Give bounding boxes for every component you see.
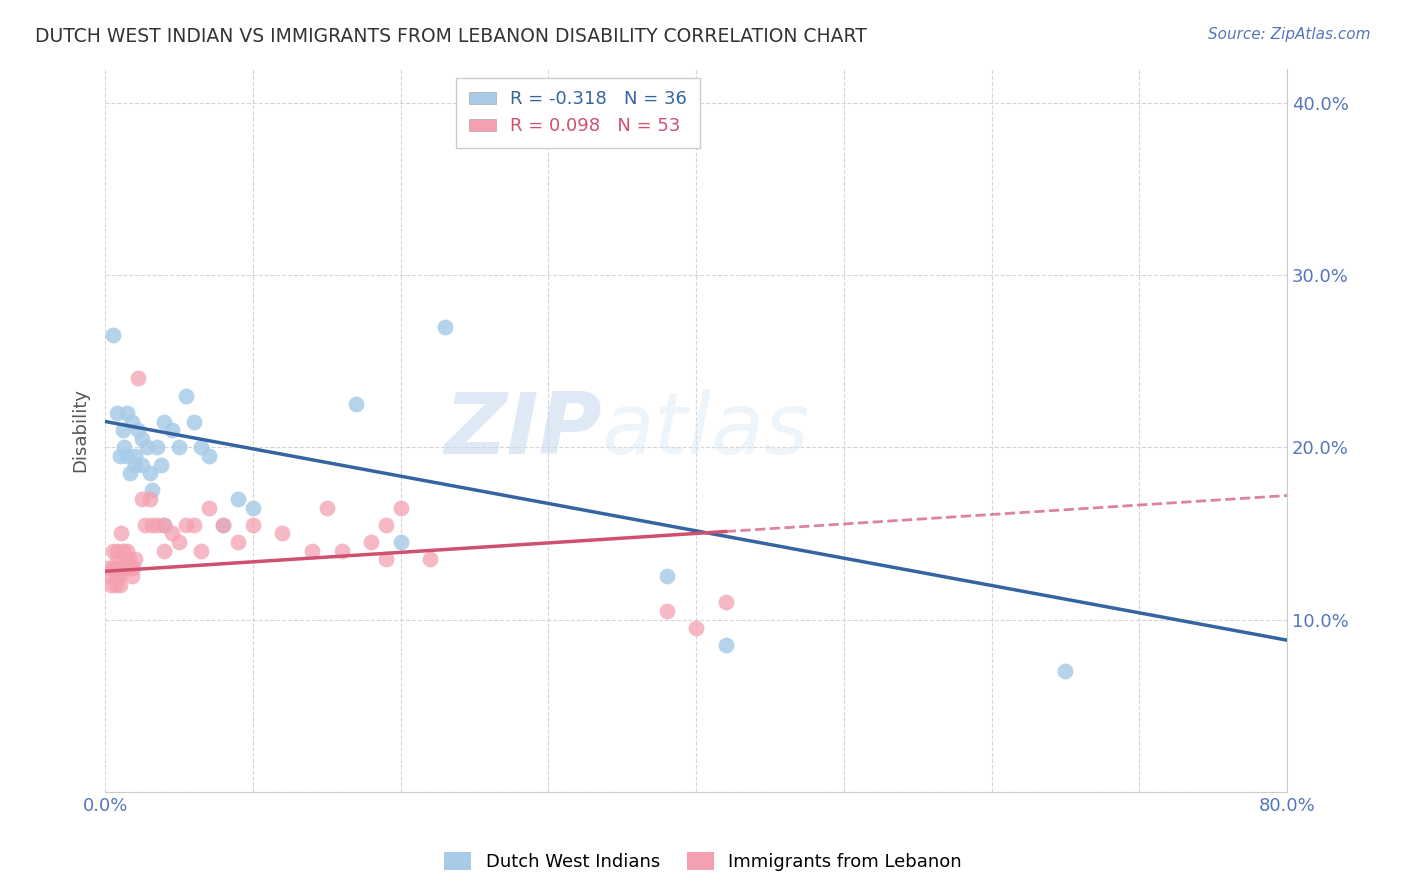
Point	[360, 535, 382, 549]
Point	[110, 526, 132, 541]
Point	[315, 500, 337, 515]
Text: DUTCH WEST INDIAN VS IMMIGRANTS FROM LEBANON DISABILITY CORRELATION CHART: DUTCH WEST INDIAN VS IMMIGRANTS FROM LEB…	[35, 27, 868, 45]
Point	[226, 491, 249, 506]
Point	[714, 595, 737, 609]
Point	[107, 569, 129, 583]
Legend: R = -0.318   N = 36, R = 0.098   N = 53: R = -0.318 N = 36, R = 0.098 N = 53	[456, 78, 700, 148]
Point	[160, 423, 183, 437]
Point	[242, 500, 264, 515]
Point	[120, 466, 142, 480]
Text: atlas: atlas	[602, 389, 810, 472]
Point	[344, 397, 367, 411]
Point	[121, 569, 143, 583]
Point	[153, 517, 176, 532]
Point	[212, 517, 235, 532]
Point	[112, 552, 135, 566]
Point	[374, 552, 396, 566]
Point	[131, 491, 153, 506]
Point	[197, 500, 219, 515]
Point	[146, 440, 169, 454]
Point	[127, 423, 149, 437]
Point	[97, 561, 120, 575]
Point	[160, 526, 183, 541]
Point	[190, 543, 212, 558]
Point	[714, 638, 737, 652]
Point	[183, 517, 205, 532]
Point	[183, 415, 205, 429]
Y-axis label: Disability: Disability	[72, 388, 89, 472]
Point	[108, 578, 131, 592]
Point	[389, 535, 412, 549]
Point	[1054, 664, 1077, 678]
Point	[197, 449, 219, 463]
Point	[212, 517, 235, 532]
Point	[127, 371, 149, 385]
Point	[389, 500, 412, 515]
Point	[655, 604, 678, 618]
Point	[115, 561, 138, 575]
Point	[419, 552, 441, 566]
Point	[146, 517, 169, 532]
Point	[105, 543, 128, 558]
Point	[117, 449, 139, 463]
Point	[685, 621, 707, 635]
Point	[105, 552, 128, 566]
Point	[122, 561, 145, 575]
Point	[101, 328, 124, 343]
Text: Source: ZipAtlas.com: Source: ZipAtlas.com	[1208, 27, 1371, 42]
Point	[103, 561, 125, 575]
Point	[153, 543, 176, 558]
Point	[101, 543, 124, 558]
Point	[120, 561, 142, 575]
Point	[176, 389, 198, 403]
Point	[124, 552, 146, 566]
Point	[434, 319, 457, 334]
Point	[330, 543, 353, 558]
Point	[242, 517, 264, 532]
Point	[176, 517, 198, 532]
Point	[131, 458, 153, 472]
Point	[101, 561, 124, 575]
Point	[138, 466, 160, 480]
Point	[124, 449, 146, 463]
Point	[121, 415, 143, 429]
Point	[190, 440, 212, 454]
Point	[138, 491, 160, 506]
Point	[111, 543, 134, 558]
Point	[655, 569, 678, 583]
Point	[167, 440, 190, 454]
Point	[141, 517, 163, 532]
Point	[117, 406, 139, 420]
Point	[134, 517, 156, 532]
Legend: Dutch West Indians, Immigrants from Lebanon: Dutch West Indians, Immigrants from Leba…	[437, 845, 969, 879]
Point	[118, 552, 141, 566]
Point	[108, 449, 131, 463]
Point	[111, 423, 134, 437]
Point	[301, 543, 323, 558]
Point	[153, 415, 176, 429]
Point	[131, 432, 153, 446]
Point	[167, 535, 190, 549]
Point	[104, 569, 127, 583]
Point	[135, 440, 157, 454]
Point	[271, 526, 294, 541]
Point	[104, 578, 127, 592]
Point	[153, 517, 176, 532]
Point	[105, 406, 128, 420]
Point	[124, 458, 146, 472]
Point	[141, 483, 163, 498]
Point	[107, 561, 129, 575]
Point	[150, 458, 173, 472]
Point	[98, 569, 121, 583]
Point	[374, 517, 396, 532]
Point	[108, 561, 131, 575]
Point	[226, 535, 249, 549]
Text: ZIP: ZIP	[444, 389, 602, 472]
Point	[117, 543, 139, 558]
Point	[112, 440, 135, 454]
Point	[100, 578, 122, 592]
